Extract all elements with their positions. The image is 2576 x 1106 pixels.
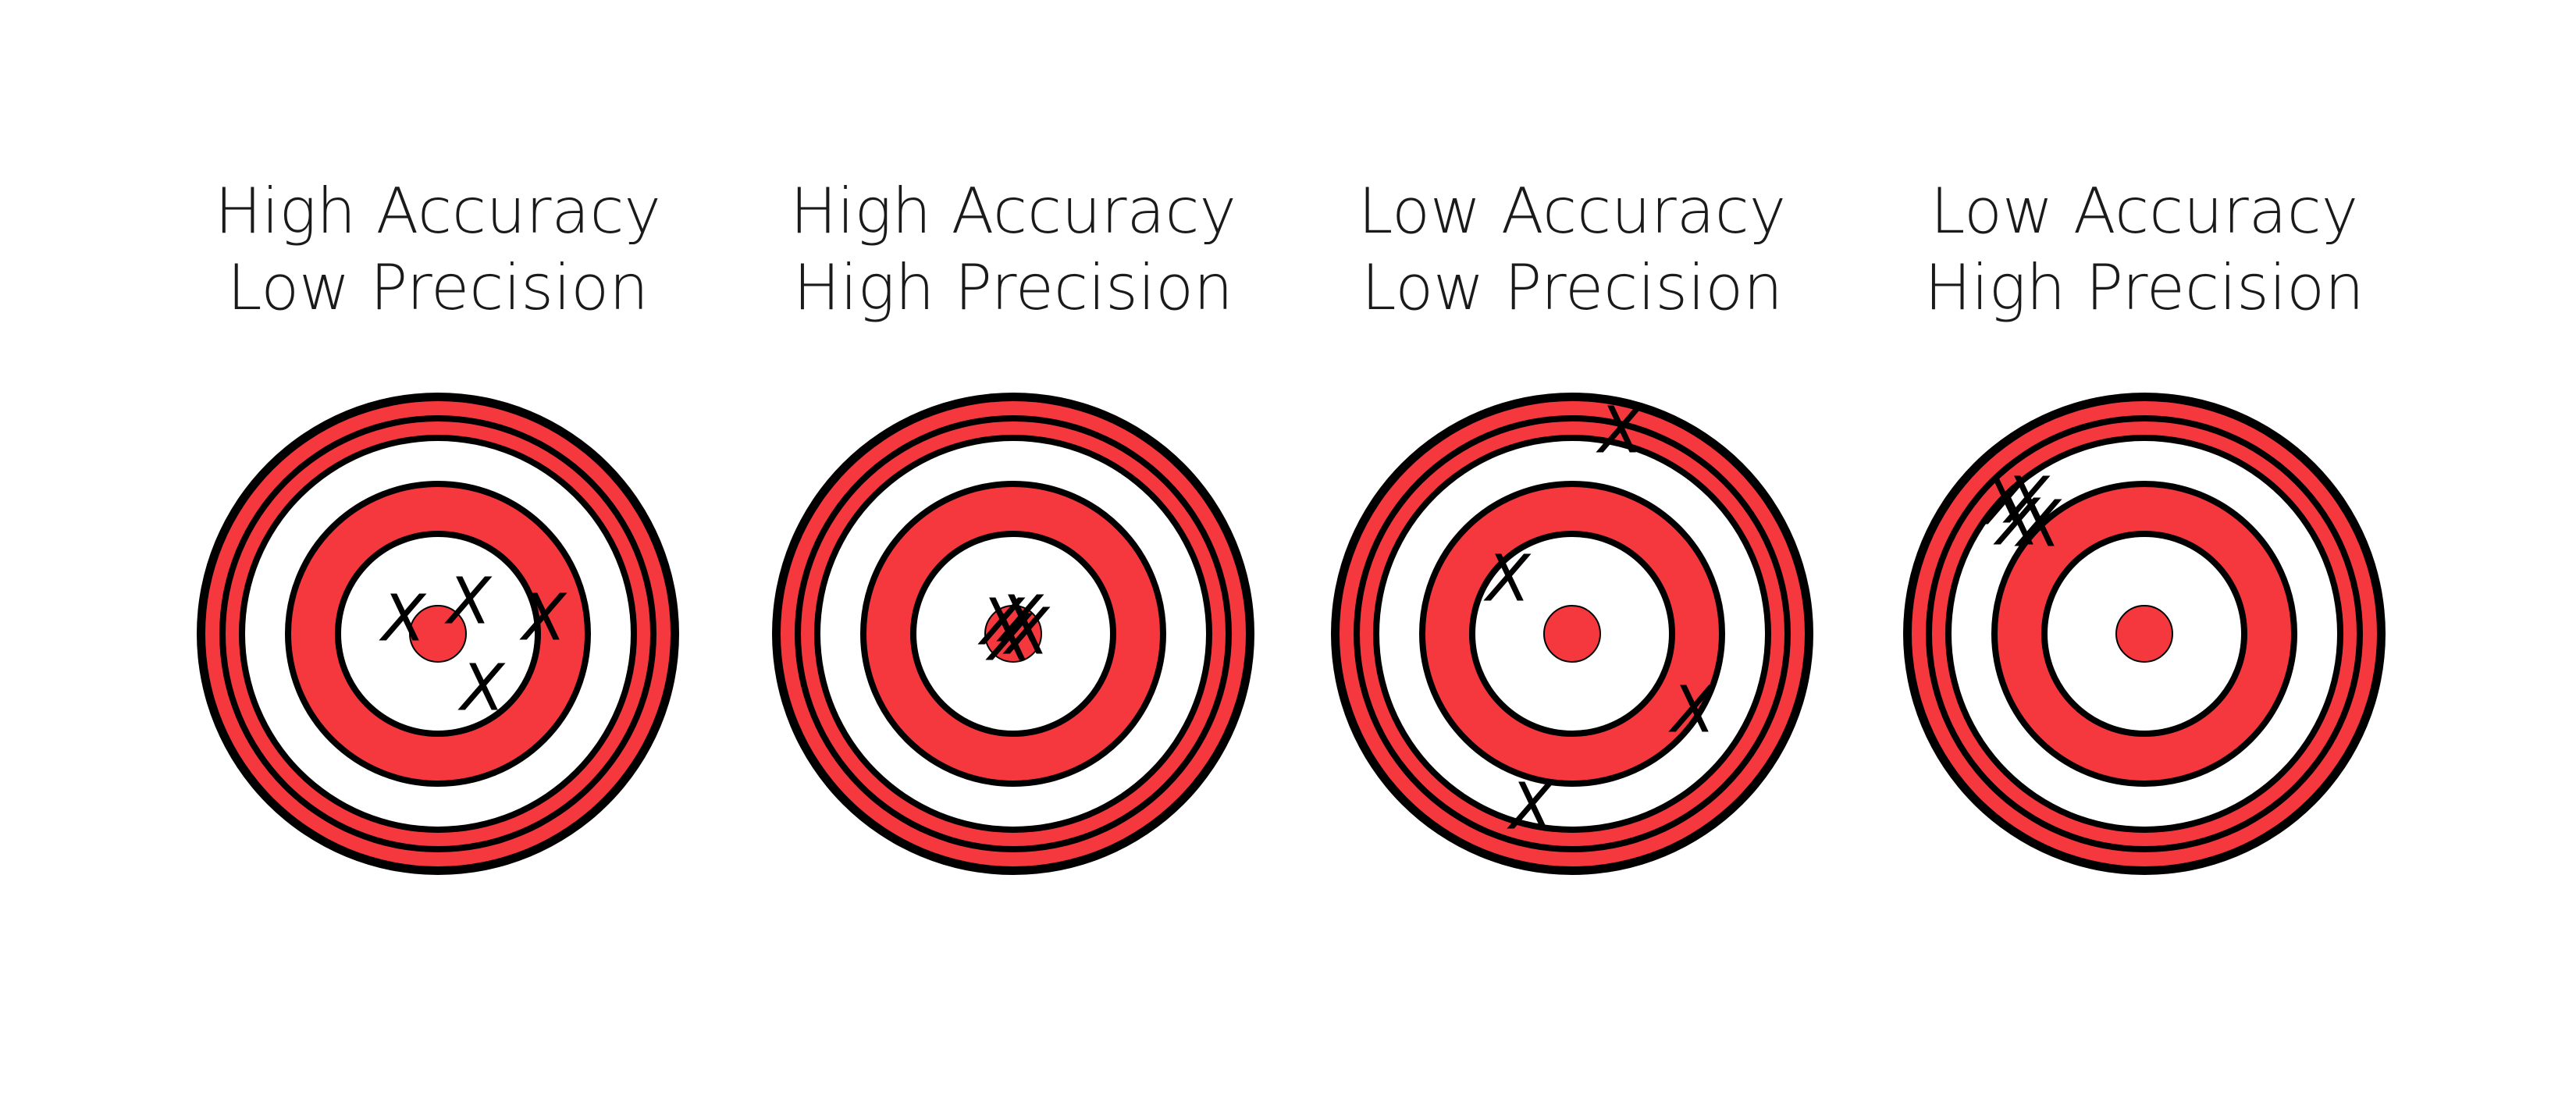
target-2: X X X X [772,393,1254,875]
hit-mark: X [1668,674,1717,748]
accuracy-label: Low Accuracy [1357,175,1787,247]
target-rings [197,393,679,875]
bullseye [2115,605,2173,663]
panel-caption: Low Accuracy High Precision [1871,173,2418,326]
hit-mark: X [379,582,427,656]
accuracy-label: High Accuracy [215,175,661,247]
panel-caption: High Accuracy Low Precision [165,173,711,326]
target-4: X X X X [1903,393,2386,875]
hit-mark: X [457,652,506,726]
hit-mark: X [1993,486,2041,560]
target-rings [1331,393,1813,875]
precision-label: High Precision [1924,251,2364,324]
hit-mark: X [1002,596,1051,670]
target-1: X X X X [197,393,679,875]
hit-marks: X X X X [379,565,568,726]
hit-mark: X [1980,466,2029,540]
panel-caption: High Accuracy High Precision [740,173,1286,326]
panel-3: Low Accuracy Low Precision X X X X [1299,0,1845,1106]
panel-caption: Low Accuracy Low Precision [1299,173,1845,326]
target-rings [1903,393,2386,875]
hit-marks: X X X X [1980,464,2062,562]
hit-mark: X [977,586,1026,660]
bullseye [1543,605,1601,663]
hit-marks: X X X X [977,583,1051,676]
target-rings [772,393,1254,875]
panel-2: High Accuracy High Precision X X X X [740,0,1286,1106]
accuracy-label: Low Accuracy [1930,175,2359,247]
hit-mark: X [2014,488,2062,562]
hit-mark: X [519,581,568,656]
target-3: X X X X [1331,393,1813,875]
precision-label: Low Precision [1361,251,1783,324]
hit-mark: X [1596,394,1644,468]
hit-mark: X [996,583,1044,657]
accuracy-label: High Accuracy [790,175,1236,247]
hit-mark: X [1483,542,1532,617]
hit-mark: X [2002,464,2051,539]
panel-4: Low Accuracy High Precision X X X X [1871,0,2418,1106]
precision-label: High Precision [793,251,1233,324]
hit-marks: X X X X [1483,394,1717,845]
hit-mark: X [985,602,1034,676]
bullseye [984,605,1042,663]
precision-label: Low Precision [227,251,649,324]
panel-1: High Accuracy Low Precision X X X X [165,0,711,1106]
bullseye [409,605,467,663]
hit-mark: X [444,565,493,639]
hit-mark: X [1507,770,1555,845]
